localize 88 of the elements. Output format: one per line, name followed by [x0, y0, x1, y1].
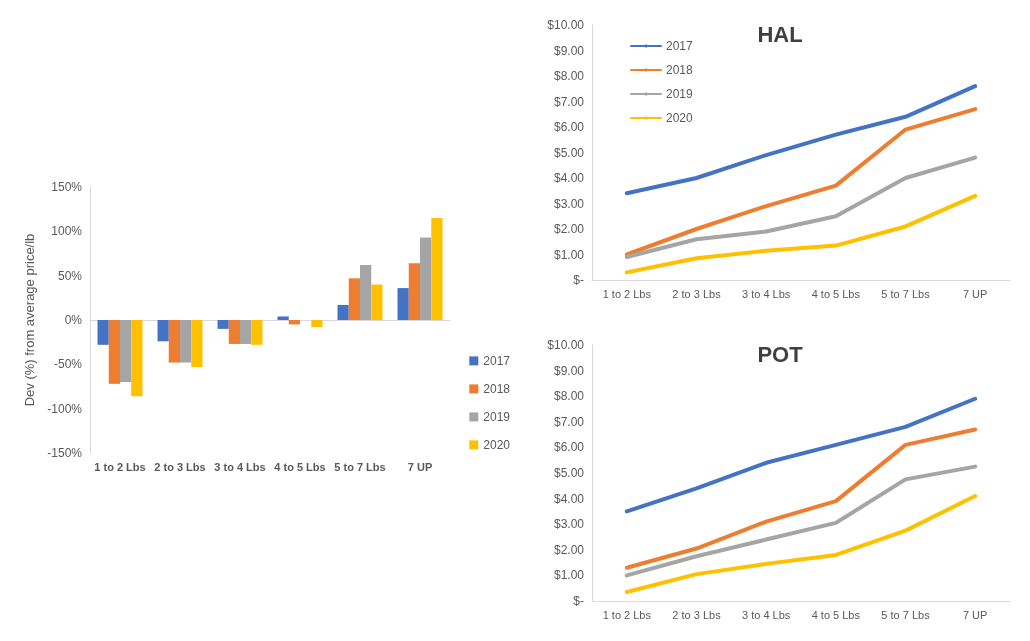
bar [168, 320, 180, 363]
bar [337, 304, 349, 320]
x-tick-label: 5 to 7 Lbs [881, 608, 931, 621]
bar [217, 320, 229, 329]
bar [180, 320, 192, 363]
bar [360, 265, 372, 320]
y-tick-label: -50% [53, 357, 83, 372]
y-tick-label: 100% [51, 224, 83, 239]
y-tick-label: $6.00 [553, 440, 585, 455]
y-tick-label: $9.00 [553, 363, 585, 378]
chart-title: POT [757, 341, 804, 367]
bar [420, 237, 432, 320]
line-series [624, 193, 978, 275]
y-tick-label: 50% [57, 268, 83, 283]
y-tick-label: $5.00 [553, 145, 585, 160]
y-tick-label: 150% [51, 180, 83, 194]
chart-title: HAL [757, 21, 803, 47]
bar [240, 320, 252, 344]
legend-label: 2017 [483, 353, 511, 368]
y-tick-label: $7.00 [553, 414, 585, 429]
y-tick-label: $10.00 [547, 18, 585, 32]
y-tick-label: $2.00 [553, 542, 585, 557]
bar [120, 320, 132, 383]
y-tick-label: $- [573, 594, 584, 608]
y-tick-label: $5.00 [553, 466, 585, 480]
y-tick-label: $1.00 [553, 568, 585, 583]
y-tick-label: $8.00 [553, 389, 585, 404]
y-tick-label: $7.00 [553, 94, 585, 109]
x-tick-label: 3 to 4 Lbs [742, 608, 791, 621]
y-tick-label: $6.00 [553, 120, 585, 134]
legend-label: 2020 [666, 111, 694, 125]
y-axis-title: Dev (%) from average price/lb [22, 233, 38, 407]
x-tick-label: 4 to 5 Lbs [274, 460, 326, 473]
bar [311, 320, 323, 328]
x-tick-label: 4 to 5 Lbs [811, 608, 861, 621]
line-series [624, 494, 978, 595]
x-tick-label: 7 UP [962, 608, 988, 621]
y-tick-label: 0% [64, 313, 83, 327]
x-tick-label: 2 to 3 Lbs [154, 460, 206, 473]
legend-label: 2019 [666, 87, 694, 101]
line-series [624, 396, 978, 514]
x-tick-label: 2 to 3 Lbs [672, 608, 722, 621]
y-tick-label: $3.00 [553, 517, 585, 532]
x-tick-label: 2 to 3 Lbs [672, 287, 722, 300]
x-tick-label: 1 to 2 Lbs [602, 287, 652, 300]
y-tick-label: $- [573, 273, 584, 287]
bar [348, 278, 360, 320]
y-tick-label: $8.00 [553, 69, 585, 83]
x-tick-label: 7 UP [962, 287, 988, 300]
legend-label: 2018 [483, 381, 511, 396]
x-tick-label: 3 to 4 Lbs [742, 287, 791, 300]
line-series [624, 84, 978, 196]
bar [277, 316, 289, 320]
bar [97, 320, 109, 345]
x-tick-label: 1 to 2 Lbs [602, 608, 652, 621]
bar [228, 320, 240, 344]
y-tick-label: $2.00 [553, 222, 585, 236]
y-tick-label: $4.00 [553, 171, 585, 185]
legend-label: 2019 [483, 409, 511, 424]
x-tick-label: 5 to 7 Lbs [334, 460, 386, 473]
line-series [624, 427, 978, 570]
line-series [624, 107, 978, 257]
y-tick-label: $9.00 [553, 43, 585, 58]
x-tick-label: 4 to 5 Lbs [811, 287, 861, 300]
bar [408, 263, 420, 320]
bar [131, 320, 143, 397]
legend-label: 2018 [666, 63, 694, 77]
y-tick-label: $1.00 [553, 247, 585, 262]
legend-label: 2020 [483, 437, 511, 452]
y-tick-label: -150% [47, 446, 83, 460]
y-tick-label: $4.00 [553, 491, 585, 506]
y-tick-label: $10.00 [547, 338, 585, 352]
x-tick-label: 5 to 7 Lbs [881, 287, 931, 300]
y-tick-label: -100% [47, 401, 83, 416]
bar [431, 218, 443, 320]
bar [157, 320, 169, 342]
bar [371, 284, 383, 320]
bar [397, 288, 409, 320]
bar [251, 320, 263, 345]
bar [108, 320, 120, 384]
y-tick-label: $3.00 [553, 196, 585, 211]
bar [191, 320, 203, 367]
legend-label: 2017 [666, 39, 694, 53]
x-tick-label: 7 UP [407, 460, 433, 473]
line-series [624, 155, 978, 260]
x-tick-label: 3 to 4 Lbs [214, 460, 266, 473]
x-tick-label: 1 to 2 Lbs [94, 460, 146, 473]
line-series [624, 464, 978, 578]
